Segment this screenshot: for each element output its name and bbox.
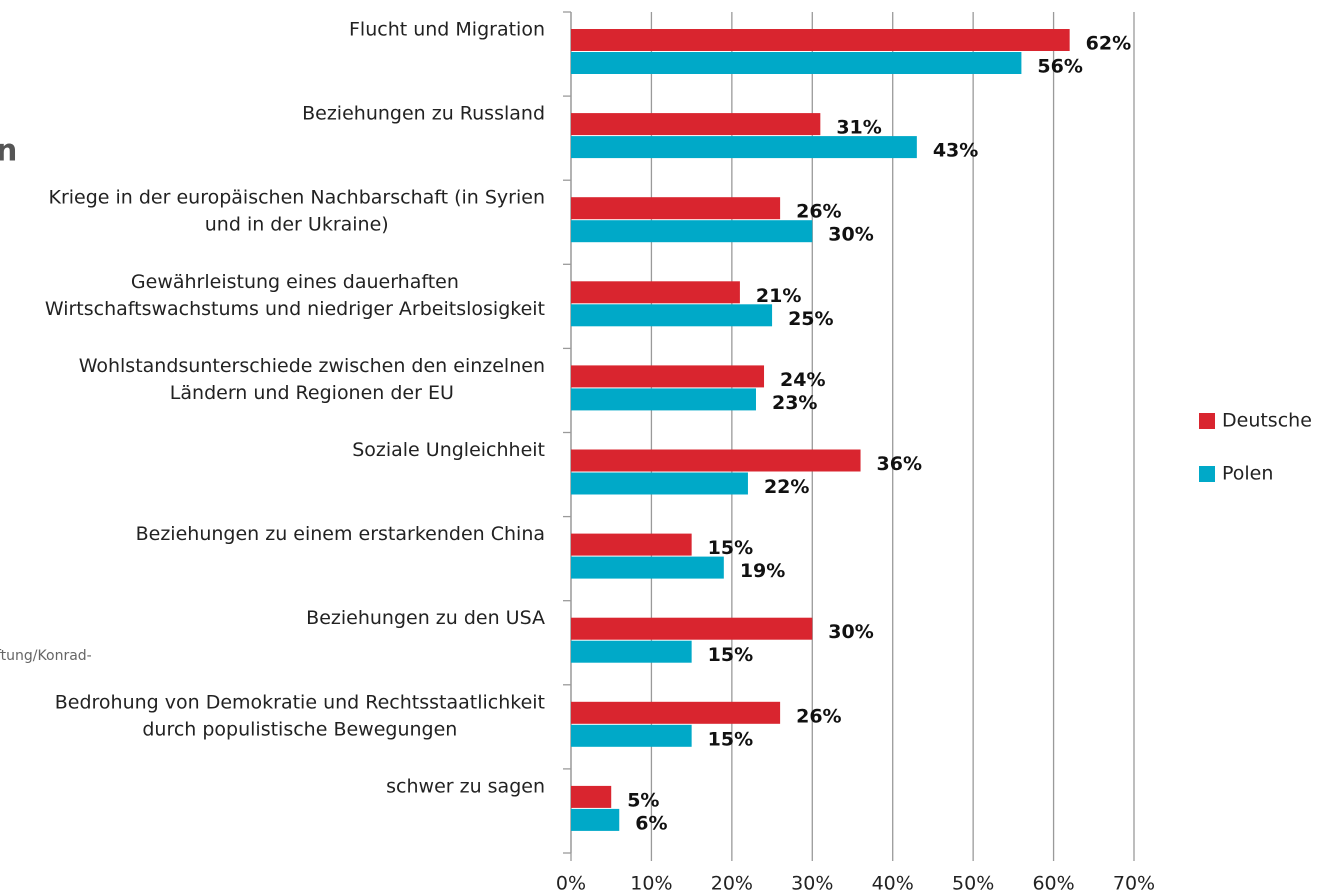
y-tick-label: Kriege in der europäischen Nachbarschaft… (48, 187, 545, 209)
bar (571, 388, 756, 411)
value-label: 30% (828, 621, 873, 643)
x-tick-label: 60% (1032, 873, 1074, 895)
x-tick-label: 30% (791, 873, 833, 895)
x-tick-label: 50% (952, 873, 994, 895)
y-tick-label: schwer zu sagen (386, 775, 545, 797)
value-label: 19% (740, 560, 785, 582)
legend-swatch (1199, 466, 1215, 482)
value-label: 30% (828, 224, 873, 246)
value-label: 22% (764, 476, 809, 498)
y-tick-label: durch populistische Bewegungen (142, 718, 457, 740)
y-tick-label: Bedrohung von Demokratie und Rechtsstaat… (55, 691, 545, 713)
value-label: 5% (627, 789, 659, 811)
y-tick-label: Wirtschaftswachstums und niedriger Arbei… (45, 298, 545, 320)
bar (571, 617, 813, 640)
bar (571, 197, 781, 220)
value-label: 15% (708, 644, 753, 666)
bar (571, 281, 740, 304)
value-label: 62% (1086, 33, 1131, 55)
y-tick-label: Ländern und Regionen der EU (170, 382, 454, 404)
value-label: 26% (796, 705, 841, 727)
value-label: 25% (788, 308, 833, 330)
x-tick-label: 0% (556, 873, 586, 895)
value-label: 31% (836, 117, 881, 139)
bar (571, 220, 813, 243)
bar (571, 640, 692, 663)
y-tick-label: Beziehungen zu Russland (302, 103, 545, 125)
chart-title: n (0, 134, 17, 169)
x-tick-label: 70% (1113, 873, 1155, 895)
value-label: 26% (796, 201, 841, 223)
x-tick-label: 20% (711, 873, 753, 895)
value-label: 15% (708, 537, 753, 559)
y-tick-label: Gewährleistung eines dauerhaften (131, 271, 459, 293)
bar (571, 304, 773, 327)
bar (571, 701, 781, 724)
bar (571, 136, 917, 159)
value-label: 6% (635, 812, 667, 834)
value-label: 43% (933, 140, 978, 162)
bar (571, 785, 612, 808)
value-label: 36% (877, 453, 922, 475)
bar (571, 556, 724, 579)
y-tick-label: Beziehungen zu den USA (306, 607, 545, 629)
value-label: 24% (780, 369, 825, 391)
value-label: 23% (772, 392, 817, 414)
y-tick-label: und in der Ukraine) (205, 214, 389, 236)
bar (571, 113, 821, 136)
bar (571, 472, 748, 495)
y-tick-label: Wohlstandsunterschiede zwischen den einz… (79, 355, 545, 377)
bar (571, 808, 620, 831)
value-label: 56% (1037, 56, 1082, 78)
legend-swatch (1199, 413, 1215, 429)
value-label: 21% (756, 285, 801, 307)
y-tick-label: Beziehungen zu einem erstarkenden China (136, 523, 545, 545)
bar (571, 365, 765, 388)
y-tick-label: Soziale Ungleichheit (352, 439, 545, 461)
bar (571, 724, 692, 747)
bar (571, 52, 1022, 74)
value-label: 15% (708, 728, 753, 750)
x-tick-label: 10% (630, 873, 672, 895)
bar (571, 449, 861, 472)
bar (571, 533, 692, 556)
x-tick-label: 40% (872, 873, 914, 895)
source-note: ftung/Konrad- (0, 648, 92, 664)
legend-label: Deutsche (1222, 410, 1312, 432)
legend-label: Polen (1222, 463, 1273, 485)
y-tick-label: Flucht und Migration (349, 19, 545, 41)
bar (571, 29, 1070, 51)
